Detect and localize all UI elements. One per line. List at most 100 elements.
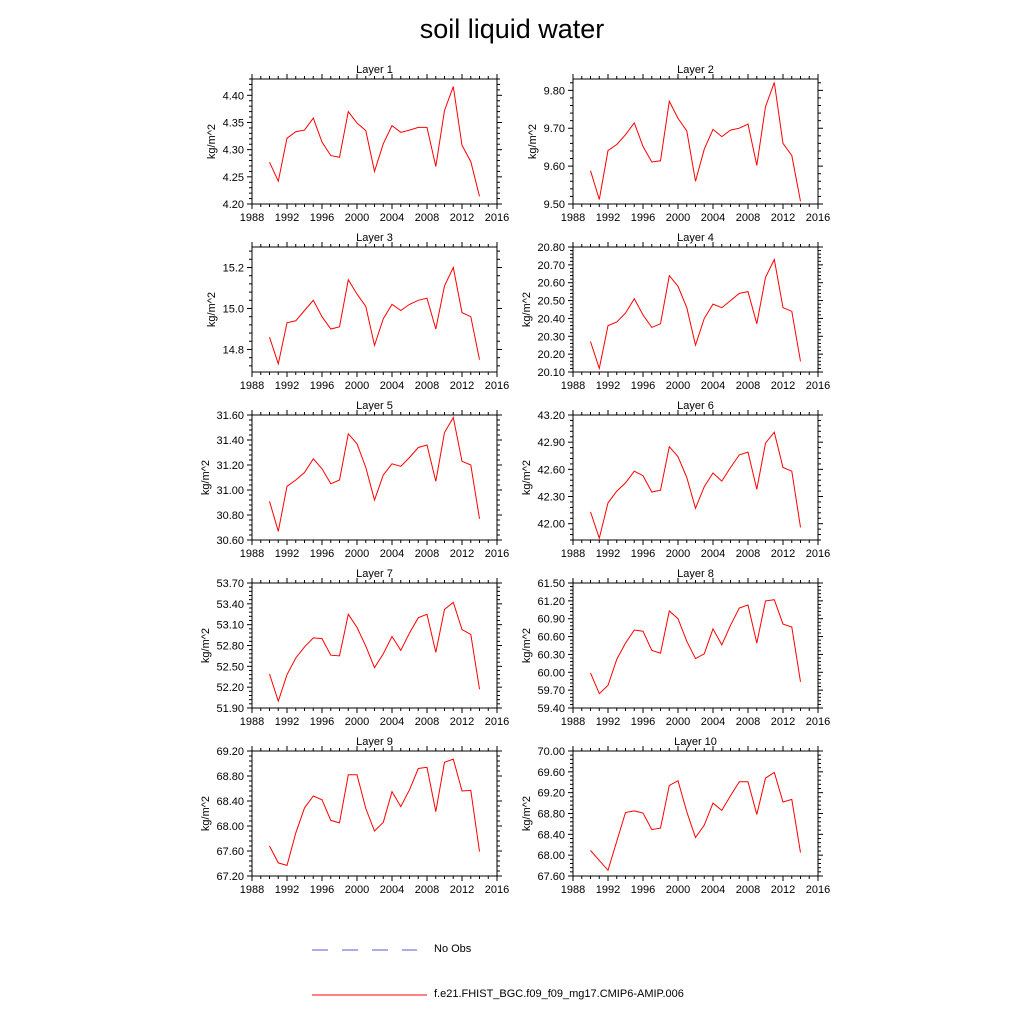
y-tick-label: 4.35 (223, 117, 244, 129)
x-tick-label: 2012 (771, 212, 795, 224)
legend-model: f.e21.FHIST_BGC.f09_f09_mg17.CMIP6-AMIP.… (312, 987, 812, 1003)
x-tick-label: 2000 (345, 548, 369, 560)
plot-frame (251, 582, 498, 709)
y-tick-label: 15.0 (223, 303, 244, 315)
y-tick-label: 31.00 (216, 485, 244, 497)
x-tick-label: 1992 (596, 548, 620, 560)
x-tick-label: 2012 (450, 380, 474, 392)
x-tick-label: 2000 (666, 548, 690, 560)
panel-layer-3: Layer 3 1988 1992 1996 2000 2004 2008 2012 2016 1… (206, 232, 509, 392)
y-axis-label: kg/m^2 (206, 124, 218, 159)
y-tick-label: 9.80 (544, 85, 565, 97)
panel-title: Layer 3 (356, 232, 393, 244)
x-tick-label: 2012 (771, 716, 795, 728)
panel-layer-10: Layer 10 1988 1992 1996 2000 2004 2008 2012 2016… (521, 736, 830, 896)
x-tick-label: 2004 (701, 548, 725, 560)
x-tick-label: 2008 (415, 212, 439, 224)
x-tick-label: 2012 (450, 884, 474, 896)
y-tick-label: 42.90 (537, 437, 565, 449)
y-tick-label: 9.50 (544, 199, 565, 211)
panel-title: Layer 10 (674, 736, 717, 748)
y-tick-label: 20.40 (537, 313, 565, 325)
panel-title: Layer 6 (677, 400, 714, 412)
x-tick-label: 2016 (485, 212, 509, 224)
x-tick-label: 2000 (345, 212, 369, 224)
x-tick-label: 1992 (275, 716, 299, 728)
x-tick-label: 2012 (771, 548, 795, 560)
x-tick-label: 2016 (806, 884, 830, 896)
legend-obs-swatch (312, 949, 417, 951)
y-tick-label: 20.20 (537, 349, 565, 361)
x-tick-label: 1988 (561, 548, 585, 560)
plot-frame (251, 414, 498, 541)
x-tick-label: 2008 (736, 548, 760, 560)
x-tick-label: 1988 (240, 716, 264, 728)
y-tick-label: 68.40 (537, 829, 565, 841)
x-tick-label: 1992 (275, 884, 299, 896)
x-tick-label: 2004 (701, 884, 725, 896)
y-tick-label: 9.60 (544, 161, 565, 173)
panel-title: Layer 7 (356, 568, 393, 580)
y-axis-label: kg/m^2 (521, 628, 533, 663)
y-tick-label: 68.80 (537, 809, 565, 821)
y-tick-label: 20.10 (537, 367, 565, 379)
x-tick-label: 2000 (666, 212, 690, 224)
series-line (590, 599, 801, 695)
y-tick-label: 60.30 (537, 649, 565, 661)
y-tick-label: 60.60 (537, 632, 565, 644)
plot-frame (572, 246, 819, 373)
x-tick-label: 2008 (415, 716, 439, 728)
legend-model-swatch (312, 994, 427, 996)
y-tick-label: 42.00 (537, 519, 565, 531)
y-axis-label: kg/m^2 (527, 124, 539, 159)
panel-title: Layer 9 (356, 736, 393, 748)
x-tick-label: 2004 (380, 884, 404, 896)
x-tick-label: 1992 (596, 716, 620, 728)
y-tick-label: 42.60 (537, 464, 565, 476)
x-tick-label: 2008 (736, 380, 760, 392)
x-tick-label: 1996 (631, 884, 655, 896)
y-tick-label: 60.90 (537, 614, 565, 626)
x-tick-label: 1992 (275, 212, 299, 224)
y-tick-label: 14.8 (223, 344, 244, 356)
series-line (269, 86, 480, 197)
plot-frame (251, 246, 498, 373)
x-tick-label: 1996 (310, 716, 334, 728)
x-tick-label: 2016 (485, 716, 509, 728)
panel-title: Layer 8 (677, 568, 714, 580)
y-axis-label: kg/m^2 (200, 460, 212, 495)
panel-layer-5: Layer 5 1988 1992 1996 2000 2004 2008 2012 2016 3… (200, 400, 509, 560)
x-tick-label: 1996 (631, 548, 655, 560)
y-tick-label: 4.20 (223, 199, 244, 211)
x-tick-label: 2016 (485, 884, 509, 896)
plot-frame (251, 78, 498, 205)
y-tick-label: 61.20 (537, 596, 565, 608)
y-tick-label: 31.20 (216, 460, 244, 472)
x-tick-label: 1996 (310, 548, 334, 560)
y-tick-label: 4.30 (223, 145, 244, 157)
x-tick-label: 2012 (450, 212, 474, 224)
x-tick-label: 2012 (450, 548, 474, 560)
y-tick-label: 69.20 (216, 746, 244, 758)
x-tick-label: 2012 (771, 884, 795, 896)
x-tick-label: 1988 (561, 716, 585, 728)
y-tick-label: 53.10 (216, 620, 244, 632)
y-tick-label: 68.00 (216, 821, 244, 833)
y-tick-label: 67.60 (216, 846, 244, 858)
panel-layer-2: Layer 2 1988 1992 1996 2000 2004 2008 2012 2016 9… (527, 64, 830, 224)
x-tick-label: 2008 (736, 884, 760, 896)
x-tick-label: 2016 (485, 380, 509, 392)
y-tick-label: 20.50 (537, 296, 565, 308)
series-line (269, 758, 480, 867)
y-tick-label: 61.50 (537, 578, 565, 590)
y-tick-label: 20.70 (537, 260, 565, 272)
y-tick-label: 69.20 (537, 788, 565, 800)
x-tick-label: 2016 (485, 548, 509, 560)
y-tick-label: 31.40 (216, 435, 244, 447)
x-tick-label: 2008 (736, 716, 760, 728)
x-tick-label: 1992 (596, 380, 620, 392)
panel-title: Layer 2 (677, 64, 714, 76)
y-tick-label: 52.50 (216, 661, 244, 673)
x-tick-label: 2000 (345, 380, 369, 392)
